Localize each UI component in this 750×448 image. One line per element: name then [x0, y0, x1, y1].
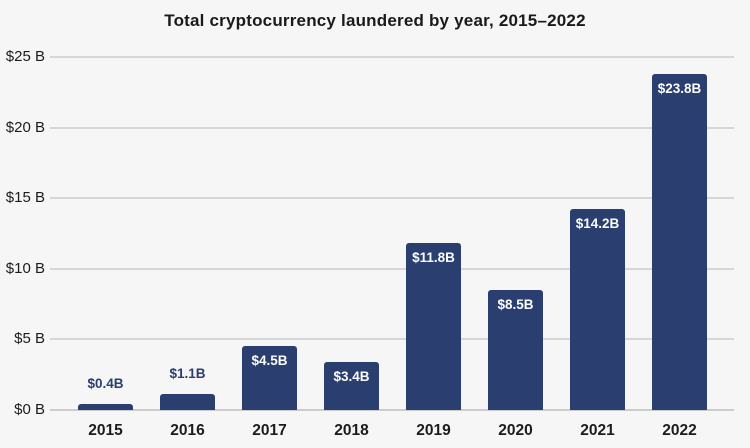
bar-value-label-2016: $1.1B — [169, 366, 206, 382]
x-axis-tick-label-2019: 2019 — [416, 422, 451, 439]
y-axis-tick-label: $25 B — [5, 48, 45, 65]
bar-value-label-2020: $8.5B — [497, 296, 534, 312]
gridline — [50, 267, 734, 270]
bar-value-label-2019: $11.8B — [412, 250, 455, 266]
x-axis-tick-label-2020: 2020 — [498, 422, 533, 439]
bar-2022 — [652, 73, 707, 410]
bar-value-label-2018: $3.4B — [333, 368, 370, 384]
bar-2020 — [488, 289, 543, 410]
bar-2018 — [324, 361, 379, 410]
y-axis-tick-label: $20 B — [5, 118, 45, 136]
y-axis-tick-label: $5 B — [14, 330, 45, 348]
gridline — [50, 126, 734, 129]
x-axis-tick-label-2017: 2017 — [252, 422, 287, 439]
gridline — [50, 197, 734, 200]
y-axis-tick-label: $15 B — [5, 189, 45, 207]
x-axis-tick-label-2022: 2022 — [662, 422, 697, 439]
y-axis-tick-label: $0 B — [14, 401, 45, 418]
chart-title: Total cryptocurrency laundered by year, … — [164, 11, 586, 30]
bar-2019 — [406, 243, 461, 410]
bar-value-label-2021: $14.2B — [575, 216, 620, 232]
bar-2015 — [78, 404, 133, 410]
bar-value-label-2017: $4.5B — [251, 353, 288, 369]
x-axis-tick-label-2021: 2021 — [580, 422, 615, 439]
bar-2021 — [570, 209, 625, 410]
gridline — [50, 56, 734, 58]
bar-value-label-2015: $0.4B — [87, 376, 124, 392]
bar-value-label-2022: $23.8B — [657, 80, 702, 96]
x-axis-tick-label-2015: 2015 — [88, 422, 123, 439]
x-axis-tick-label-2016: 2016 — [170, 422, 205, 439]
bar-2017 — [242, 346, 297, 410]
bar-2016 — [160, 394, 215, 410]
gridline — [50, 338, 734, 341]
x-axis-baseline — [50, 409, 734, 411]
x-axis-tick-label-2018: 2018 — [334, 422, 369, 439]
y-axis-tick-label: $10 B — [5, 259, 45, 277]
